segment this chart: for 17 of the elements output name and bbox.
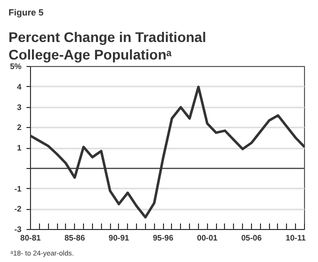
x-tick-label: 80-81 (20, 234, 42, 242)
x-tick-label: 00-01 (197, 234, 218, 242)
y-tick-label: 3 (17, 102, 22, 112)
y-tick-label: -2 (14, 204, 22, 214)
y-tick-label: 1 (17, 144, 22, 152)
y-tick-label: 5% (10, 62, 22, 71)
x-tick-label: 95-96 (152, 234, 174, 242)
x-tick-label: 90-91 (108, 234, 130, 242)
y-tick-label: -1 (14, 184, 22, 194)
x-tick-label: 05-06 (241, 234, 262, 242)
y-tick-label: 2 (17, 123, 22, 132)
x-tick-label: 10-11 (286, 234, 306, 242)
y-tick-label: 4 (17, 82, 22, 92)
y-tick-label: -3 (14, 225, 22, 234)
chart-subtitle: Figure 5 (8, 8, 44, 18)
x-tick-label: 85-86 (64, 234, 86, 242)
chart-title: Percent Change in Traditional College-Age Populationᵃ (8, 28, 206, 62)
